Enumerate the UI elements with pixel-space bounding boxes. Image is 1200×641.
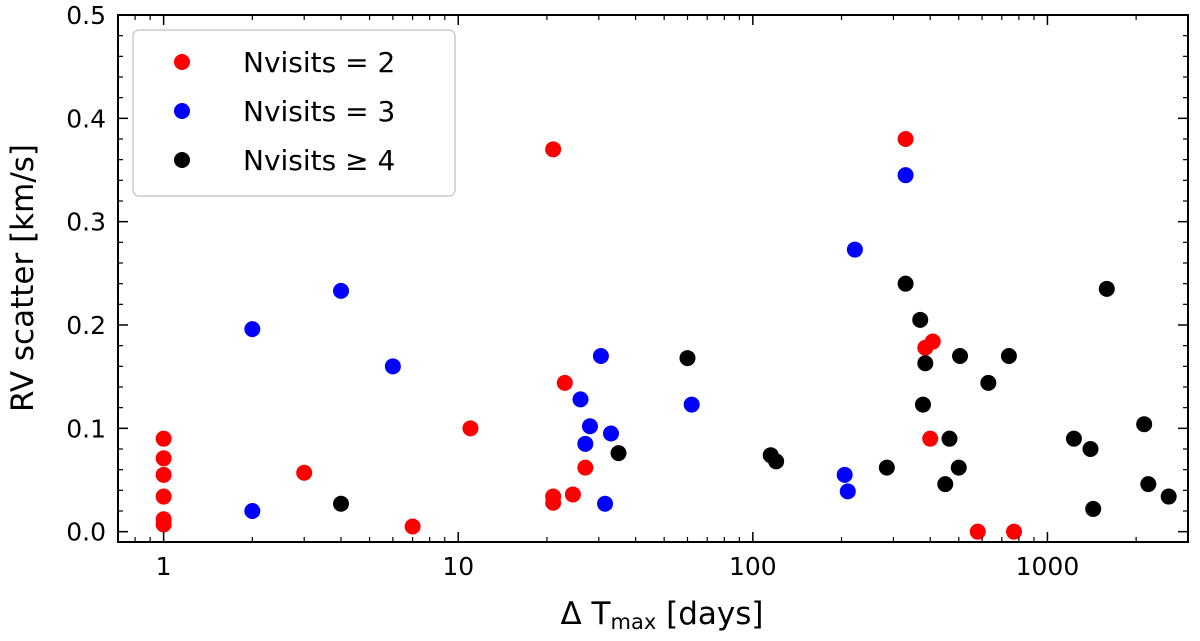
y-axis-label: RV scatter [km/s] [5,144,41,412]
legend-marker [174,152,190,168]
data-point-nvisits-2 [462,420,479,437]
x-tick-label: 10 [442,552,474,581]
data-point-nvisits-4plus [952,348,969,364]
axis-ticks [117,14,1189,542]
legend-box [132,29,456,197]
x-tick-label: 1000 [1016,552,1080,581]
data-point-nvisits-2 [924,333,941,350]
data-point-nvisits-4plus [941,430,958,447]
data-point-nvisits-3 [384,358,401,375]
data-point-nvisits-2 [1005,523,1022,540]
data-point-nvisits-3 [897,167,914,184]
y-tick-label: 0.4 [66,104,106,133]
data-point-nvisits-2 [155,488,172,505]
data-point-nvisits-2 [969,523,986,540]
data-point-nvisits-2 [545,141,562,158]
data-point-nvisits-4plus [333,495,350,512]
data-point-nvisits-2 [564,486,581,503]
legend-label: Nvisits ≥ 4 [243,144,395,177]
data-point-nvisits-2 [155,450,172,467]
data-point-nvisits-4plus [1136,416,1153,433]
data-point-nvisits-3 [683,396,700,413]
legend-marker [174,54,190,70]
data-point-nvisits-4plus [912,311,929,328]
data-point-nvisits-4plus [914,396,931,413]
data-point-nvisits-4plus [1082,441,1099,457]
legend-label: Nvisits = 3 [243,95,395,128]
data-point-nvisits-3 [836,466,853,483]
x-tick-label: 100 [729,552,777,581]
data-point-nvisits-4plus [1140,476,1157,493]
legend-marker [174,103,190,119]
data-point-nvisits-4plus [768,453,785,470]
data-point-nvisits-3 [846,241,863,258]
data-point-nvisits-4plus [878,459,895,476]
data-point-nvisits-2 [155,466,172,483]
data-point-nvisits-3 [244,503,261,519]
data-point-nvisits-2 [296,464,313,481]
y-tick-label: 0.5 [66,1,106,30]
data-point-nvisits-4plus [950,459,967,476]
data-point-nvisits-4plus [1085,500,1102,517]
x-axis-label: Δ Tmax [days] [561,596,764,634]
data-point-nvisits-4plus [980,374,997,391]
legend-label: Nvisits = 2 [243,46,395,79]
y-tick-label: 0.3 [66,208,106,237]
data-point-nvisits-2 [155,430,172,447]
data-point-nvisits-3 [597,495,614,512]
data-point-nvisits-4plus [897,275,914,292]
data-point-nvisits-4plus [610,445,627,462]
data-point-nvisits-2 [922,430,939,447]
data-point-nvisits-3 [333,282,350,299]
data-point-nvisits-3 [592,348,609,364]
data-point-nvisits-4plus [917,355,934,372]
data-point-nvisits-3 [572,391,589,408]
data-point-nvisits-2 [404,518,421,535]
data-point-nvisits-4plus [937,476,954,493]
data-point-nvisits-2 [545,494,562,511]
data-point-nvisits-4plus [1160,488,1177,505]
data-points [155,131,1177,540]
data-point-nvisits-2 [897,131,914,147]
axis-tick-labels: 1 10 100 1000 0.0 0.1 0.2 0.3 0.4 0.5 [66,1,1079,581]
data-point-nvisits-3 [839,483,856,500]
data-point-nvisits-4plus [1000,348,1017,364]
data-point-nvisits-4plus [679,350,696,367]
data-point-nvisits-4plus [1065,430,1082,447]
x-tick-label: 1 [156,552,172,581]
data-point-nvisits-3 [244,321,261,338]
data-point-nvisits-3 [577,435,594,452]
y-tick-label: 0.0 [66,518,106,547]
data-point-nvisits-2 [155,516,172,533]
plot-frame [117,14,1189,543]
data-point-nvisits-2 [556,374,573,391]
y-tick-label: 0.1 [66,414,106,443]
data-point-nvisits-3 [602,425,619,442]
data-point-nvisits-3 [581,418,598,435]
y-tick-label: 0.2 [66,311,106,340]
data-point-nvisits-4plus [1098,280,1115,297]
data-point-nvisits-2 [577,459,594,476]
legend: Nvisits = 2 Nvisits = 3 Nvisits ≥ 4 [132,29,456,197]
